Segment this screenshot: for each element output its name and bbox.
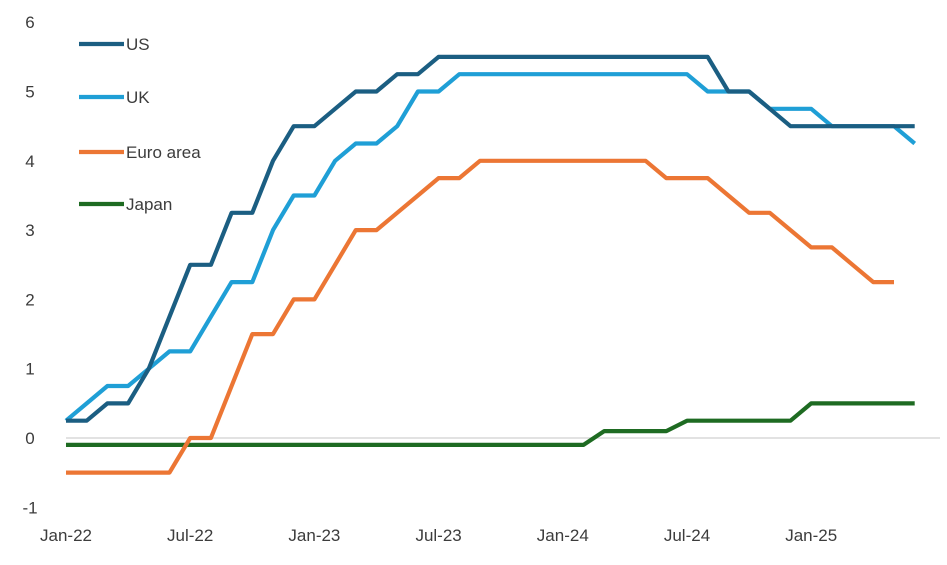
series-line-japan	[66, 401, 915, 447]
y-tick-label: 2	[25, 290, 34, 309]
y-tick-label: 5	[25, 83, 34, 102]
legend-label-us: US	[126, 35, 150, 54]
series-line-uk	[64, 72, 917, 423]
x-tick-label: Jan-22	[40, 526, 92, 545]
x-tick-label: Jul-22	[167, 526, 213, 545]
y-tick-label: 0	[25, 429, 34, 448]
legend-label-euro-area: Euro area	[126, 143, 201, 162]
legend-label-japan: Japan	[126, 195, 172, 214]
legend-label-uk: UK	[126, 88, 150, 107]
y-tick-label: -1	[22, 498, 37, 517]
x-tick-label: Jan-23	[288, 526, 340, 545]
series-line-us	[66, 54, 915, 423]
y-tick-label: 3	[25, 221, 34, 240]
y-axis-tick-labels: -1 0 1 2 3 4 5 6	[22, 13, 37, 517]
series-lines	[64, 54, 917, 475]
y-tick-label: 4	[25, 152, 34, 171]
x-tick-label: Jul-23	[415, 526, 461, 545]
y-tick-label: 6	[25, 13, 34, 32]
x-axis-tick-labels: Jan-22 Jul-22 Jan-23 Jul-23 Jan-24 Jul-24 Jan-…	[40, 526, 837, 545]
series-line-euro-area	[66, 158, 894, 475]
legend: US UK Euro area Japan	[79, 35, 201, 214]
x-tick-label: Jul-24	[664, 526, 710, 545]
x-tick-label: Jan-24	[537, 526, 589, 545]
y-tick-label: 1	[25, 360, 34, 379]
x-tick-label: Jan-25	[785, 526, 837, 545]
